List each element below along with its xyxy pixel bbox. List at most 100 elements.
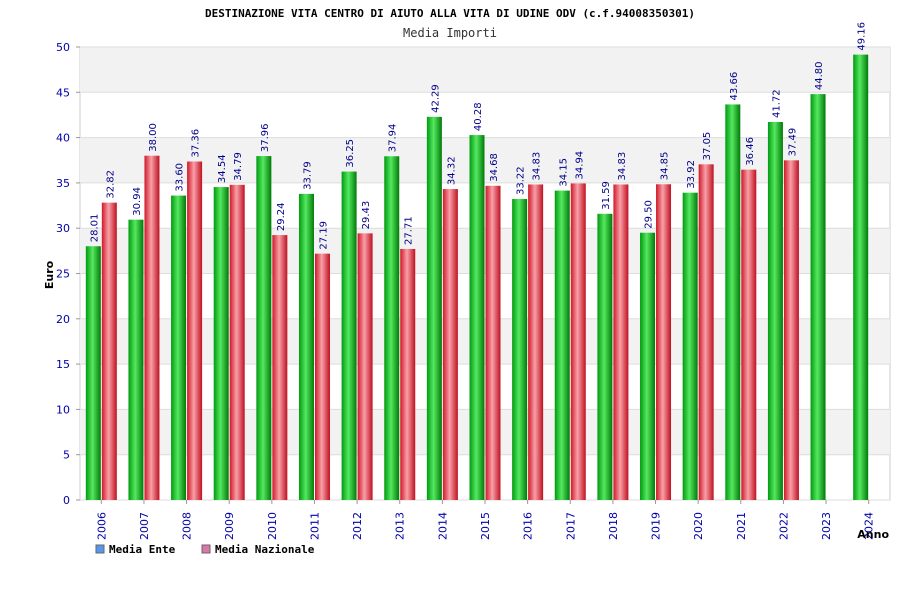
value-label: 37.05 (702, 132, 713, 161)
value-label: 37.96 (260, 123, 271, 152)
value-label: 34.32 (446, 156, 457, 185)
bar-media-nazionale (187, 161, 203, 500)
value-label: 34.15 (558, 158, 569, 187)
y-tick-label: 5 (63, 449, 70, 462)
bar-media-nazionale (656, 184, 672, 500)
chart-title: DESTINAZIONE VITA CENTRO DI AIUTO ALLA V… (205, 7, 695, 20)
x-axis-ticks: 2006 2007 2008 2009 2010 2011 2012 2013 2014 2015… (95, 500, 876, 540)
value-label: 28.01 (89, 214, 100, 243)
value-label: 36.25 (345, 139, 356, 168)
value-label: 40.28 (473, 102, 484, 131)
bar-media-ente (512, 199, 528, 500)
bar-media-nazionale (272, 235, 288, 500)
value-label: 33.79 (302, 161, 313, 190)
legend-label: Media Nazionale (215, 543, 315, 556)
bars (85, 54, 869, 501)
x-tick-label: 2020 (692, 512, 705, 540)
value-label: 34.68 (489, 153, 500, 182)
x-tick-label: 2023 (820, 512, 833, 540)
y-tick-label: 50 (56, 41, 70, 54)
x-tick-label: 2012 (351, 512, 364, 540)
bar-media-ente (171, 195, 187, 501)
x-tick-label: 2017 (564, 512, 577, 540)
bar-media-nazionale (400, 248, 416, 500)
bar-media-ente (128, 219, 144, 500)
bar-media-nazionale (101, 202, 117, 500)
x-tick-label: 2015 (479, 512, 492, 540)
value-label: 33.22 (516, 166, 527, 195)
bar-media-nazionale (570, 183, 586, 500)
x-axis-label: Anno (857, 528, 889, 541)
bar-media-ente (384, 156, 400, 500)
value-label: 33.60 (175, 163, 186, 192)
bar-media-nazionale (528, 184, 544, 501)
x-tick-label: 2006 (95, 512, 108, 540)
bar-media-ente (85, 246, 101, 500)
chart-subtitle: Media Importi (403, 26, 497, 40)
x-tick-label: 2021 (735, 512, 748, 540)
x-tick-label: 2016 (522, 512, 535, 540)
x-tick-label: 2022 (777, 512, 790, 540)
y-tick-label: 35 (56, 177, 70, 190)
bar-media-nazionale (229, 184, 245, 500)
x-tick-label: 2007 (138, 512, 151, 540)
value-label: 29.43 (361, 201, 372, 230)
value-label: 31.59 (601, 181, 612, 210)
bar-media-ente (640, 232, 656, 501)
value-label: 37.49 (787, 128, 798, 157)
value-label: 42.29 (430, 84, 441, 113)
value-label: 27.19 (318, 221, 329, 250)
bar-media-ente (426, 116, 442, 500)
value-label: 29.24 (276, 202, 287, 231)
value-label: 33.92 (686, 160, 697, 189)
legend: Media Ente Media Nazionale (95, 543, 315, 556)
x-tick-label: 2014 (436, 512, 449, 540)
bar-media-nazionale (314, 253, 330, 500)
value-label: 34.79 (233, 152, 244, 181)
bar-media-ente (682, 192, 698, 500)
bar-media-nazionale (442, 189, 458, 501)
y-tick-label: 10 (56, 403, 70, 416)
bar-media-nazionale (357, 233, 373, 500)
legend-label: Media Ente (109, 543, 176, 556)
bar-media-ente (213, 187, 229, 500)
y-axis-label: Euro (43, 260, 56, 289)
value-label: 37.36 (191, 129, 202, 158)
x-tick-label: 2024 (863, 512, 876, 540)
legend-swatch (95, 544, 105, 554)
value-label: 44.80 (814, 61, 825, 90)
value-label: 36.46 (745, 137, 756, 166)
x-tick-label: 2018 (607, 512, 620, 540)
value-label: 29.50 (644, 200, 655, 229)
x-tick-label: 2009 (223, 512, 236, 540)
bar-media-nazionale (485, 185, 501, 500)
bar-media-ente (341, 171, 357, 500)
bar-media-ente (298, 193, 314, 500)
x-tick-label: 2010 (266, 512, 279, 540)
bar-media-ente (597, 213, 613, 500)
value-label: 38.00 (148, 123, 159, 152)
value-label: 34.85 (660, 152, 671, 181)
bar-media-nazionale (144, 155, 160, 500)
bar-media-ente (256, 156, 272, 500)
value-label: 34.83 (532, 152, 543, 181)
value-labels: 28.01 32.82 30.94 38.00 33.60 37.36 34.54 34.79… (89, 22, 867, 250)
y-tick-label: 0 (63, 494, 70, 507)
x-tick-label: 2008 (181, 512, 194, 540)
value-label: 34.83 (617, 152, 628, 181)
value-label: 37.94 (388, 124, 399, 153)
value-label: 27.71 (404, 216, 415, 245)
bar-media-nazionale (698, 164, 714, 500)
y-axis-ticks: 0 5 10 15 20 25 30 35 40 45 50 (56, 41, 80, 507)
bar-media-ente (725, 104, 741, 500)
x-tick-label: 2013 (394, 512, 407, 540)
bar-media-nazionale (613, 184, 629, 501)
bar-media-ente (554, 190, 570, 500)
y-tick-label: 15 (56, 358, 70, 371)
bar-media-ente (853, 54, 869, 500)
x-tick-label: 2011 (308, 512, 321, 540)
grid-band (80, 47, 890, 93)
value-label: 34.94 (574, 151, 585, 180)
legend-swatch (201, 544, 211, 554)
